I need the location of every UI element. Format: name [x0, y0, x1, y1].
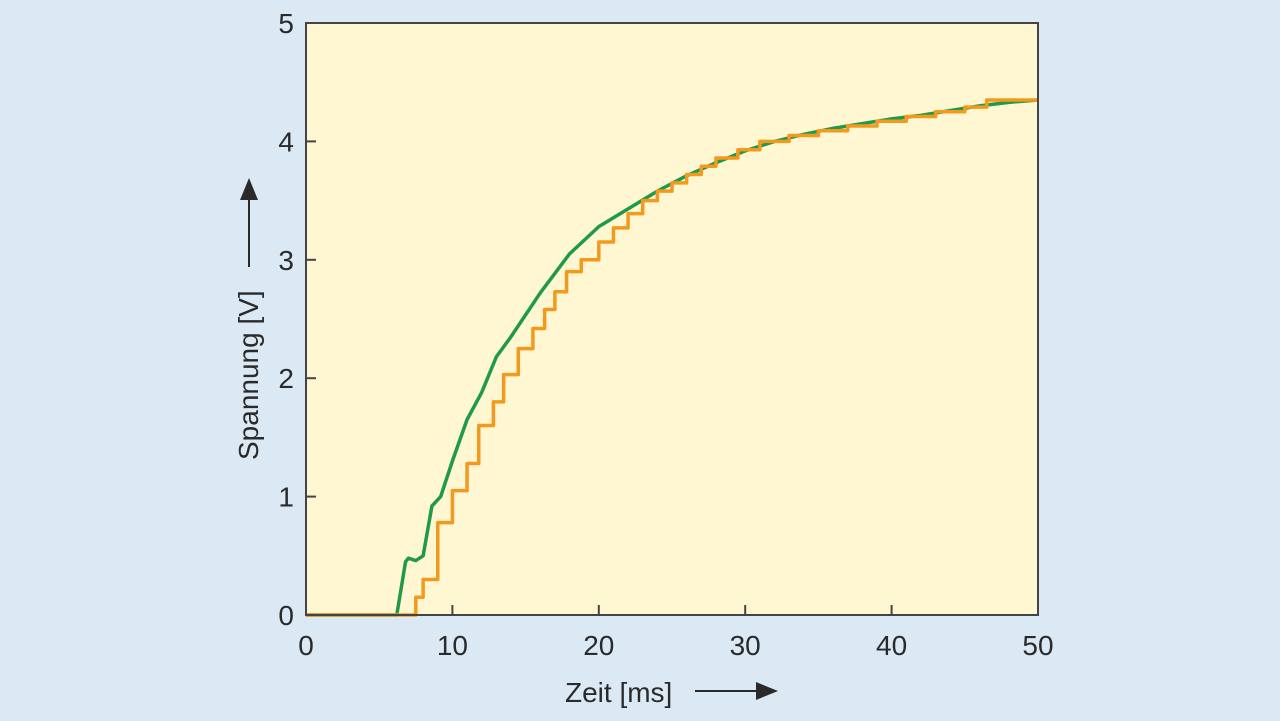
- y-axis-title-group: Spannung [V]: [233, 178, 264, 460]
- x-tick-label: 0: [298, 630, 314, 661]
- x-tick-label: 20: [583, 630, 614, 661]
- plot-frame: [305, 22, 1039, 616]
- y-tick-label: 0: [278, 600, 294, 631]
- series-layer: [306, 98, 1039, 617]
- y-axis-arrow-head: [240, 178, 258, 200]
- y-tick-label: 1: [278, 482, 294, 513]
- y-tick-label: 3: [278, 245, 294, 276]
- x-tick-label: 40: [876, 630, 907, 661]
- x-tick-label: 30: [730, 630, 761, 661]
- ticks-layer: 0 10 20 30 40 50 0 1 2 3 4 5: [278, 8, 1053, 661]
- x-axis-title: Zeit [ms]: [565, 677, 672, 708]
- y-tick-label: 2: [278, 363, 294, 394]
- y-tick-label: 4: [278, 126, 294, 157]
- plot-area: [306, 23, 1038, 615]
- x-tick-label: 50: [1022, 630, 1053, 661]
- x-axis-arrow-head: [756, 682, 778, 700]
- x-tick-label: 10: [437, 630, 468, 661]
- y-tick-label: 5: [278, 8, 294, 39]
- orange-step-series-line: [306, 98, 1038, 617]
- y-axis-title: Spannung [V]: [233, 290, 264, 460]
